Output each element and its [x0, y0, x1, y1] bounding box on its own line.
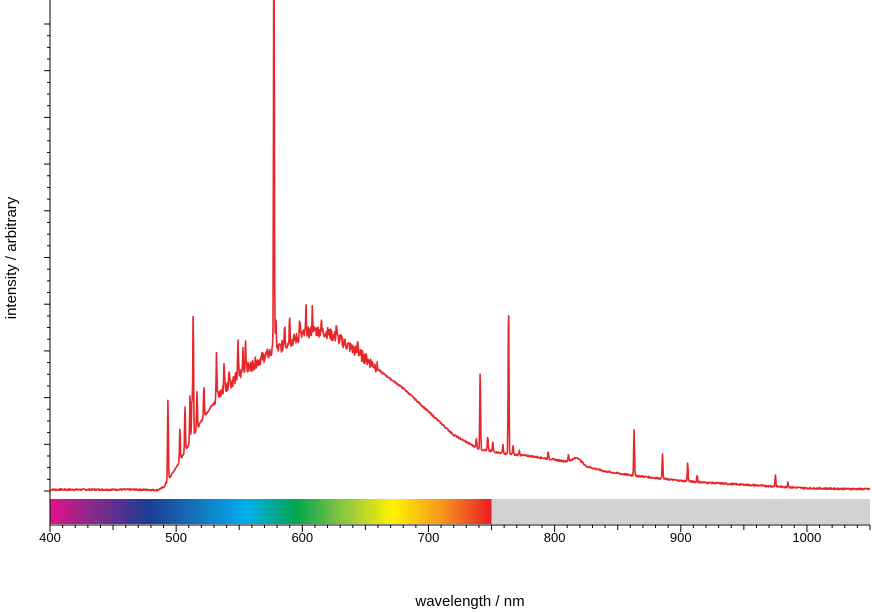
x-axis-tick-labels: 400 500 600 700 800 900 1000: [39, 530, 821, 545]
y-axis-title: intensity / arbitrary: [3, 196, 20, 319]
visible-spectrum-bar: [50, 499, 870, 524]
spectrum-series-line: [49, 0, 871, 492]
non-visible-range-band: [491, 499, 870, 524]
x-axis-ticks: [49, 525, 871, 532]
x-tick-label: 600: [291, 530, 313, 545]
x-tick-label: 900: [670, 530, 692, 545]
visible-range-band: [50, 499, 492, 524]
x-tick-label: 400: [39, 530, 61, 545]
y-axis-ticks: [44, 23, 50, 492]
x-tick-label: 800: [544, 530, 566, 545]
x-axis-title: wavelength / nm: [414, 593, 524, 610]
x-tick-label: 1000: [792, 530, 821, 545]
x-tick-label: 500: [165, 530, 187, 545]
x-tick-label: 700: [418, 530, 440, 545]
axes: 400 500 600 700 800 900 1000: [39, 0, 871, 545]
